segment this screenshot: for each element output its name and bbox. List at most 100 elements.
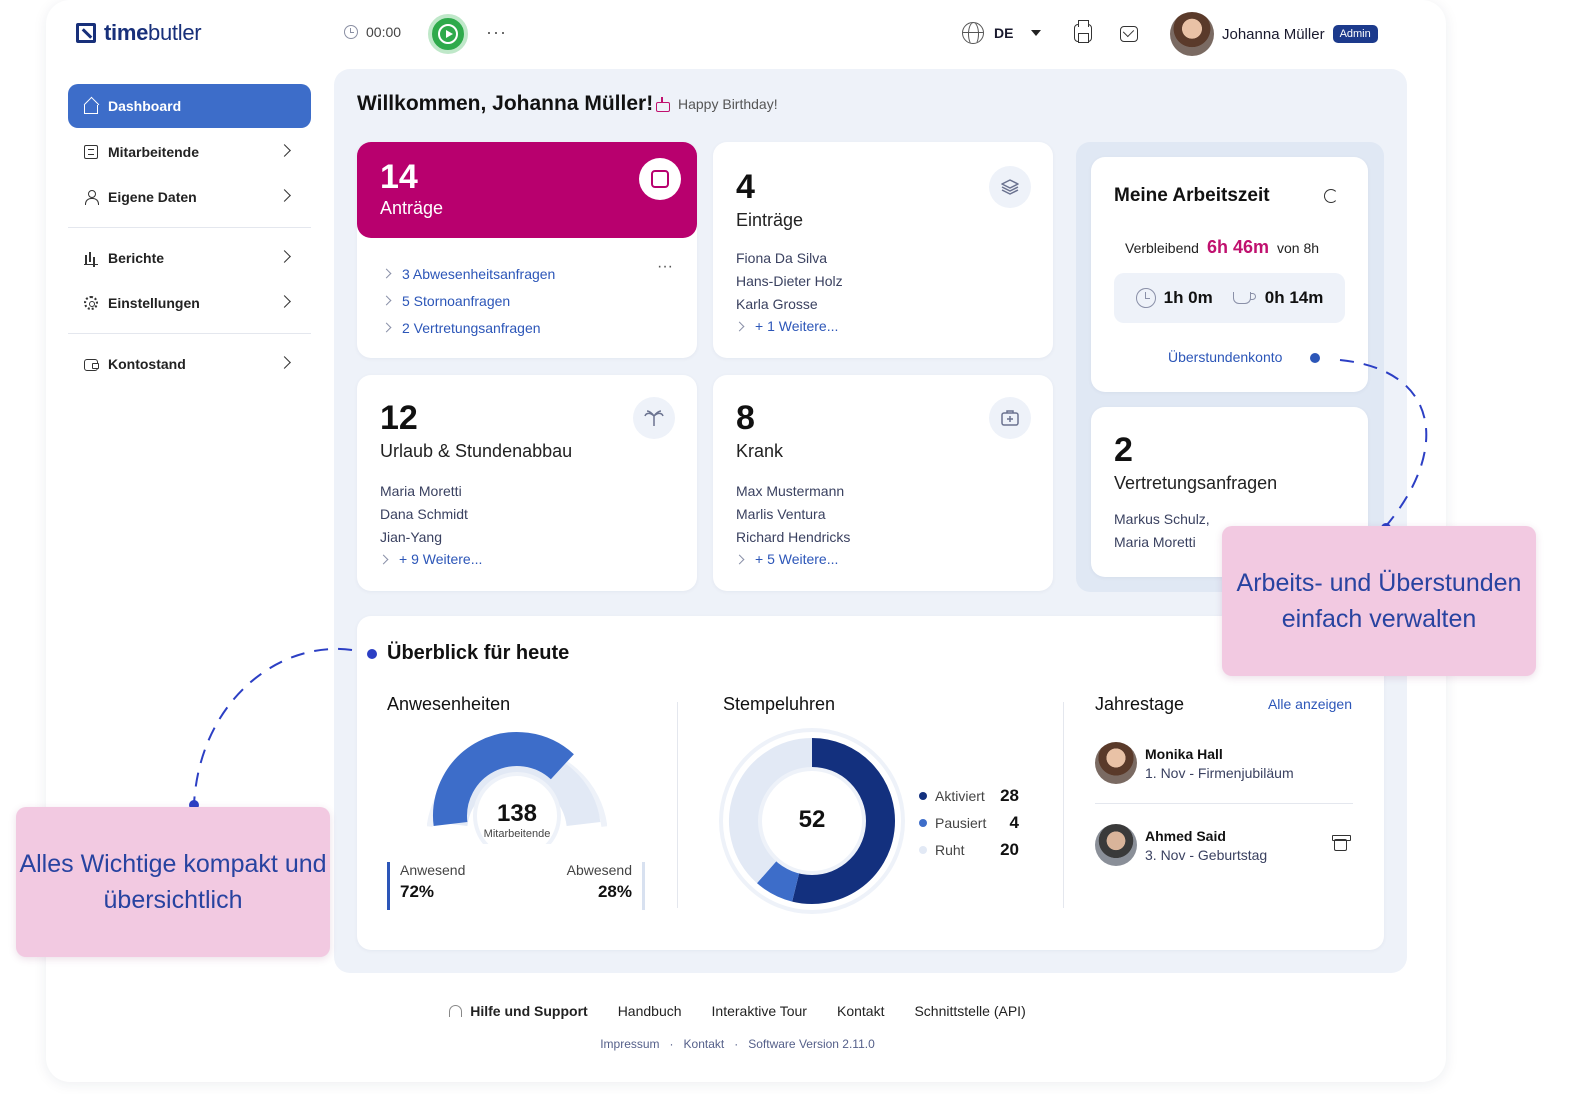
list-item: Markus Schulz, (1114, 511, 1210, 527)
impressum-link[interactable]: Impressum (600, 1037, 660, 1051)
welcome-heading: Willkommen, Johanna Müller! (357, 92, 654, 115)
antraege-header[interactable]: 14 Anträge (357, 142, 697, 238)
kontakt-sub-link[interactable]: Kontakt (683, 1037, 725, 1051)
palm-tree-icon (633, 397, 675, 439)
link-label: 5 Stornoanfragen (402, 292, 511, 309)
gift-icon[interactable] (1332, 835, 1351, 851)
donut-slice-pausiert (756, 860, 800, 902)
more-link[interactable]: + 9 Weitere... (378, 551, 674, 567)
timer-value: 00:00 (366, 24, 402, 40)
link-abwesenheitsanfragen[interactable]: 3 Abwesenheitsanfragen (381, 260, 671, 287)
api-link[interactable]: Schnittstelle (API) (914, 1003, 1026, 1019)
user-menu[interactable]: Johanna Müller Admin (1170, 12, 1378, 56)
avatar (1095, 742, 1137, 784)
sidebar-item-mitarbeitende[interactable]: Mitarbeitende (68, 130, 311, 174)
divider (1095, 803, 1353, 804)
more-label: + 1 Weitere... (755, 318, 839, 334)
separator: · (734, 1037, 739, 1051)
eintraege-card[interactable]: 4 Einträge Fiona Da Silva Hans-Dieter Ho… (713, 142, 1053, 358)
legend-item: Aktiviert 28 (919, 782, 1019, 809)
list-item: Marlis Ventura (736, 506, 826, 522)
language-selector[interactable]: DE (962, 22, 1042, 44)
krank-card[interactable]: 8 Krank Max Mustermann Marlis Ventura Ri… (713, 375, 1053, 591)
sidebar-item-berichte[interactable]: Berichte (68, 236, 311, 280)
play-icon (438, 24, 458, 44)
start-timer-button[interactable] (428, 14, 468, 54)
link-vertretungsanfragen[interactable]: 2 Vertretungsanfragen (381, 314, 671, 341)
vertretung-count: 2 (1114, 431, 1133, 469)
anwesenheiten-title: Anwesenheiten (387, 694, 511, 714)
urlaub-label: Urlaub & Stundenabbau (380, 441, 573, 461)
vertretung-label: Vertretungsanfragen (1114, 473, 1278, 493)
antraege-label: Anträge (380, 198, 444, 218)
user-name: Johanna Müller (1222, 25, 1325, 43)
sidebar-item-einstellungen[interactable]: Einstellungen (68, 281, 311, 325)
overview-card: Überblick für heute Anwesenheiten 138 Mi… (357, 616, 1384, 950)
logo-text-rest: butler (148, 20, 202, 45)
admin-badge: Admin (1332, 25, 1378, 43)
sidebar-item-eigene-daten[interactable]: Eigene Daten (68, 175, 311, 219)
attendance-unit: Mitarbeitende (483, 828, 551, 840)
refresh-icon[interactable] (1324, 189, 1338, 203)
tour-link[interactable]: Interaktive Tour (711, 1003, 807, 1019)
ueberstundenkonto-link[interactable]: Überstundenkonto (1168, 349, 1283, 365)
urlaub-card[interactable]: 12 Urlaub & Stundenabbau Maria Moretti D… (357, 375, 697, 591)
callout-anchor-dot (1310, 353, 1320, 363)
request-icon (639, 158, 681, 200)
sidebar-item-label: Dashboard (108, 98, 182, 114)
legend-dot (919, 791, 927, 800)
pause-time: 0h 14m (1264, 288, 1324, 307)
list-item: Max Mustermann (736, 483, 845, 499)
legend-dot (919, 818, 927, 827)
home-icon (84, 104, 98, 114)
absent-value: 28% (597, 882, 632, 901)
present-value: 72% (400, 882, 435, 901)
more-link[interactable]: + 5 Weitere... (734, 551, 1030, 567)
logo-text-bold: time (104, 20, 149, 45)
krank-count: 8 (736, 399, 755, 437)
globe-icon (962, 22, 984, 44)
donut-slice-aktiviert (792, 738, 895, 904)
list-item: Fiona Da Silva (736, 250, 828, 266)
link-stornoanfragen[interactable]: 5 Stornoanfragen (381, 287, 671, 314)
list-item: Jian-Yang (380, 529, 443, 545)
arbeitszeit-card: Meine Arbeitszeit Verbleibend 6h 46m von… (1091, 157, 1368, 392)
donut-slice-ruht (729, 738, 813, 884)
gear-icon (84, 296, 98, 310)
medical-kit-icon (989, 397, 1031, 439)
anniversary-item[interactable]: Monika Hall 1. Nov - Firmenjubiläum (1095, 741, 1353, 785)
handbuch-link[interactable]: Handbuch (617, 1003, 682, 1019)
avatar (1095, 824, 1137, 866)
more-link[interactable]: + 1 Weitere... (734, 318, 1030, 334)
clock-legend: Aktiviert 28 Pausiert 4 Ruht 20 (919, 782, 1019, 863)
mail-icon[interactable] (1120, 26, 1138, 42)
antraege-more-button[interactable]: ··· (657, 258, 673, 275)
software-version: Software Version 2.11.0 (748, 1037, 875, 1051)
attendance-total: 138 (496, 800, 538, 827)
timer-more-button[interactable]: ··· (486, 22, 507, 42)
callout-anchor-dot (367, 649, 377, 659)
footer-meta: Impressum · Kontakt · Software Version 2… (0, 1037, 1475, 1051)
show-all-link[interactable]: Alle anzeigen (1267, 696, 1352, 712)
printer-icon[interactable] (1074, 20, 1092, 43)
sidebar-item-dashboard[interactable]: Dashboard (68, 84, 311, 128)
sidebar-item-label: Mitarbeitende (108, 144, 200, 160)
birthday-text: Happy Birthday! (678, 96, 778, 112)
anniversary-item[interactable]: Ahmed Said 3. Nov - Geburtstag (1095, 823, 1353, 867)
kontakt-link[interactable]: Kontakt (836, 1003, 885, 1019)
time-summary: 1h 0m 0h 14m (1114, 273, 1345, 323)
help-support-link[interactable]: Hilfe und Support (449, 1003, 588, 1019)
anniversary-detail: 3. Nov - Geburtstag (1145, 846, 1268, 863)
eintraege-label: Einträge (736, 210, 804, 230)
more-label: + 9 Weitere... (399, 551, 483, 567)
remaining-label: Verbleibend (1125, 240, 1199, 256)
callout-overview: Alles Wichtige kompakt und übersichtlich (16, 807, 330, 957)
overview-title: Überblick für heute (387, 642, 570, 664)
user-avatar (1170, 12, 1214, 56)
timebutler-logo[interactable]: timebutler (76, 20, 202, 46)
sidebar-item-kontostand[interactable]: Kontostand (68, 342, 311, 386)
footer-links: Hilfe und Support Handbuch Interaktive T… (0, 1003, 1475, 1019)
language-label: DE (994, 25, 1014, 41)
antraege-count: 14 (380, 158, 418, 196)
clock-donut-chart (719, 728, 905, 914)
